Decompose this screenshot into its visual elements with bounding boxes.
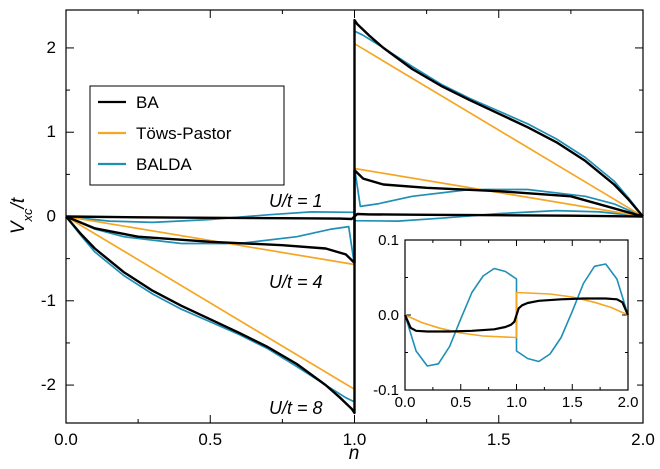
y-tick-label: 1 [47, 122, 56, 141]
main-tick-labels: 0.0 0.5 1.0 1.5 2.0 -2 -1 0 1 2 [41, 38, 655, 449]
annotation-u4: U/t = 4 [269, 272, 323, 292]
inset-tick-labels: 0.0 0.5 1.0 1.5 2.0-0.10.00.1 [373, 232, 638, 411]
legend-label-ba: BA [136, 93, 159, 112]
inset-y-tick-label: 0.0 [378, 307, 399, 324]
y-tick-label: -1 [41, 291, 56, 310]
inset-ticks [404, 239, 629, 391]
inset-series [403, 263, 630, 367]
y-tick-label: 0 [47, 207, 56, 226]
annotation-u8: U/t = 8 [269, 398, 323, 418]
x-tick-label: 2.0 [631, 430, 655, 449]
inset-y-tick-label: 0.1 [378, 232, 399, 249]
main-series [65, 18, 644, 415]
series-ba-u8 [65, 18, 644, 415]
inset-x-tick-label: 2.0 [618, 394, 639, 411]
inset-x-tick-label: 1.0 [506, 394, 527, 411]
inset-background [361, 230, 637, 410]
y-tick-label: -2 [41, 375, 56, 394]
inset: 0.0 0.5 1.0 1.5 2.0-0.10.00.1 [361, 230, 638, 411]
x-tick-label: 0.0 [54, 430, 78, 449]
legend-label-balda: BALDA [136, 155, 192, 174]
inset-series-ba [403, 297, 630, 333]
annotation-u1: U/t = 1 [269, 191, 323, 211]
inset-x-tick-label: 0.0 [395, 394, 416, 411]
y-axis-label: Vxc/t [8, 197, 35, 234]
y-tick-label: 2 [47, 38, 56, 57]
x-tick-label: 1.5 [487, 430, 511, 449]
inset-y-tick-label: -0.1 [373, 382, 399, 399]
x-axis-label: n [349, 443, 360, 464]
inset-x-tick-label: 0.5 [450, 394, 471, 411]
inset-x-tick-label: 1.5 [562, 394, 583, 411]
x-tick-label: 1.0 [343, 430, 367, 449]
x-tick-label: 0.5 [198, 430, 222, 449]
legend: BA Töws-Pastor BALDA [89, 85, 285, 186]
legend-label-tows-pastor: Töws-Pastor [136, 124, 232, 143]
